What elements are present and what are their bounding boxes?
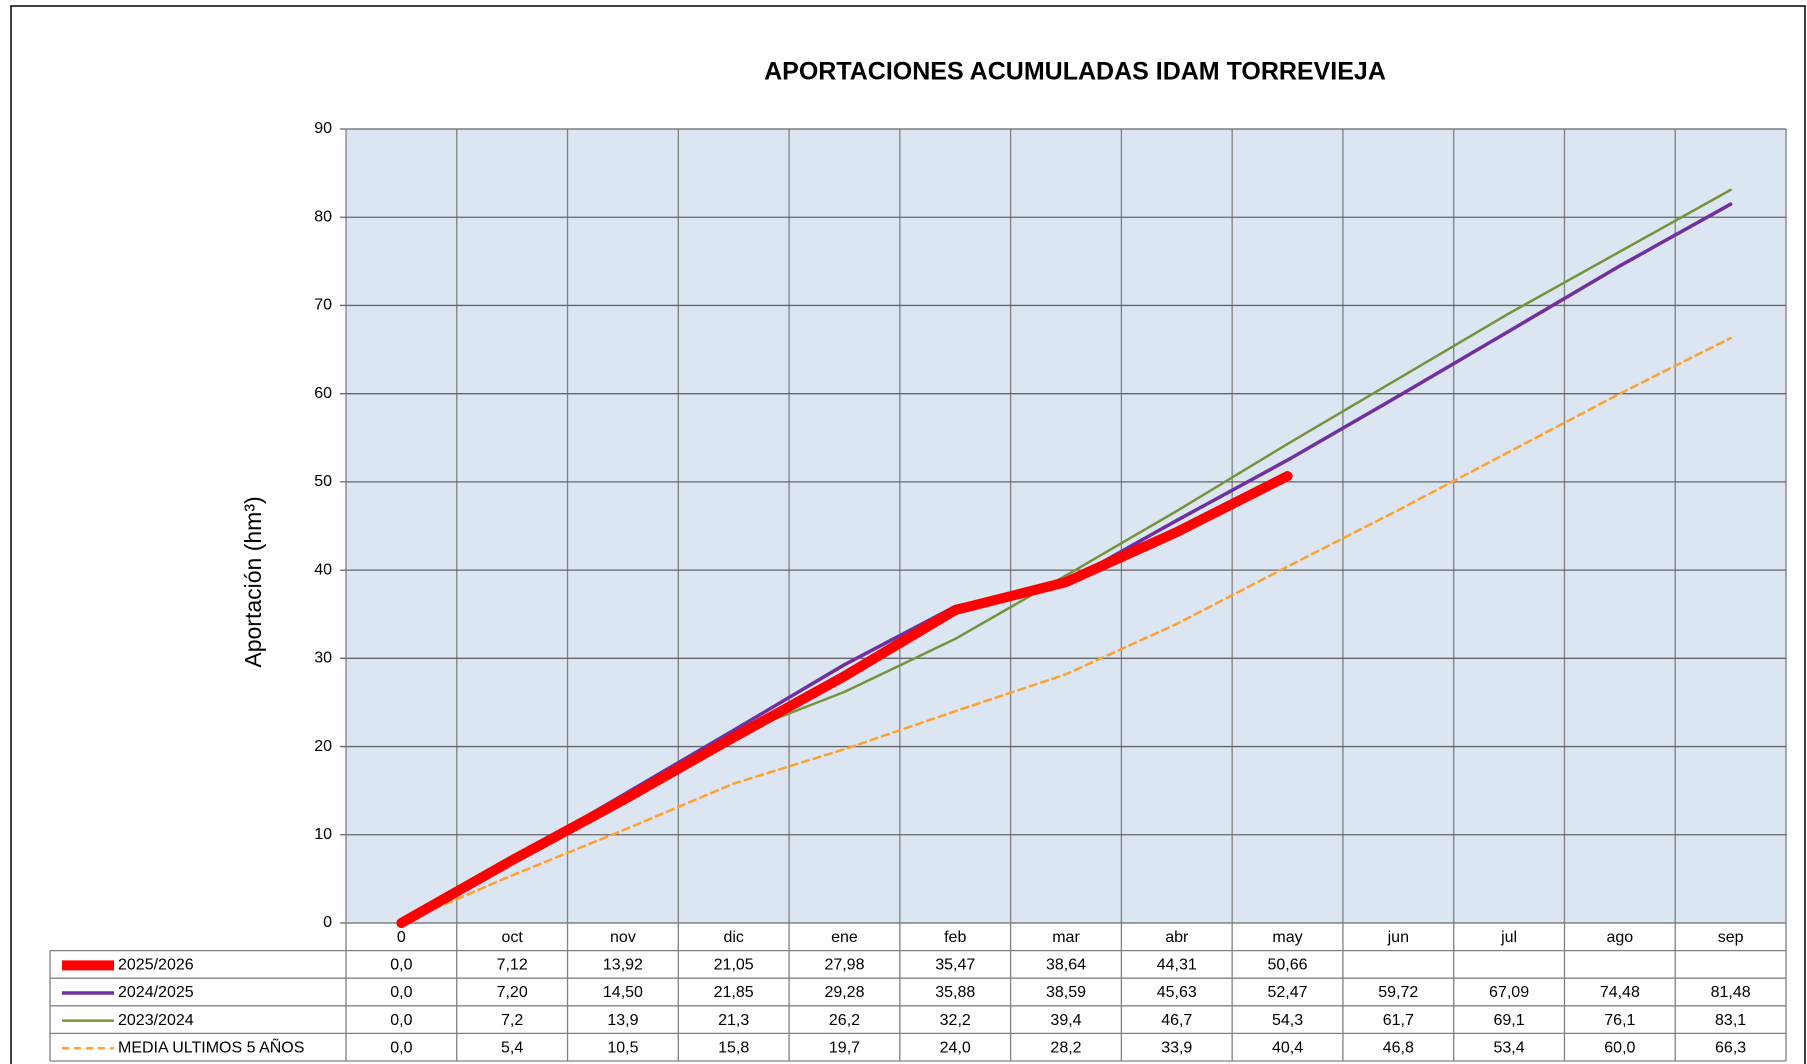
data-label: 0,0 [390, 984, 412, 1001]
x-tick-label: jun [1387, 929, 1409, 946]
data-label: 38,64 [1046, 957, 1086, 974]
data-label: 53,4 [1494, 1039, 1525, 1056]
data-label: 67,09 [1489, 984, 1529, 1001]
x-tick-label: ago [1606, 929, 1633, 946]
x-tick-label: may [1272, 929, 1302, 946]
data-label: 5,4 [501, 1039, 523, 1056]
x-tick-label: dic [723, 929, 743, 946]
data-label: 29,28 [824, 984, 864, 1001]
legend-label: 2024/2025 [118, 984, 194, 1001]
data-label: 0,0 [390, 1012, 412, 1029]
data-label: 83,1 [1715, 1012, 1746, 1029]
data-label: 21,85 [714, 984, 754, 1001]
x-tick-label: sep [1718, 929, 1744, 946]
series-line [400, 336, 1732, 925]
x-tick-label: nov [610, 929, 636, 946]
x-tick-label: mar [1052, 929, 1080, 946]
data-label: 52,47 [1268, 984, 1308, 1001]
data-label: 81,48 [1711, 984, 1751, 1001]
data-label: 35,88 [935, 984, 975, 1001]
data-label: 46,8 [1383, 1039, 1414, 1056]
data-label: 66,3 [1715, 1039, 1746, 1056]
x-tick-label: jul [1500, 929, 1517, 946]
chart-title: APORTACIONES ACUMULADAS IDAM TORREVIEJA [764, 58, 1386, 86]
series-line [396, 471, 1293, 928]
legend-label: 2025/2026 [118, 957, 194, 974]
data-label: 46,7 [1161, 1012, 1192, 1029]
data-label: 50,66 [1268, 957, 1308, 974]
y-tick-label: 10 [314, 826, 332, 843]
y-tick-label: 50 [314, 473, 332, 490]
y-tick-label: 80 [314, 208, 332, 225]
data-label: 27,98 [824, 957, 864, 974]
data-label: 35,47 [935, 957, 975, 974]
data-label: 32,2 [940, 1012, 971, 1029]
data-label: 39,4 [1050, 1012, 1081, 1029]
y-tick-label: 20 [314, 738, 332, 755]
data-label: 13,92 [603, 957, 643, 974]
data-label: 7,2 [501, 1012, 523, 1029]
x-tick-label: feb [944, 929, 966, 946]
data-label: 14,50 [603, 984, 643, 1001]
data-label: 24,0 [940, 1039, 971, 1056]
legend-label: MEDIA ULTIMOS 5 AÑOS [118, 1036, 304, 1056]
data-label: 21,3 [718, 1012, 749, 1029]
data-label: 7,12 [497, 957, 528, 974]
data-label: 33,9 [1161, 1039, 1192, 1056]
x-tick-label: abr [1165, 929, 1189, 946]
data-label: 7,20 [497, 984, 528, 1001]
data-label: 69,1 [1494, 1012, 1525, 1029]
data-label: 10,5 [607, 1039, 638, 1056]
data-label: 13,9 [607, 1012, 638, 1029]
data-label: 76,1 [1604, 1012, 1635, 1029]
y-tick-label: 0 [323, 914, 332, 931]
data-label: 59,72 [1378, 984, 1418, 1001]
data-label: 54,3 [1272, 1012, 1303, 1029]
y-tick-label: 90 [314, 120, 332, 137]
data-label: 28,2 [1050, 1039, 1081, 1056]
y-axis-label: Aportación (hm³) [240, 496, 266, 667]
x-tick-label: oct [501, 929, 523, 946]
data-label: 60,0 [1604, 1039, 1635, 1056]
data-label: 61,7 [1383, 1012, 1414, 1029]
data-label: 0,0 [390, 957, 412, 974]
data-label: 26,2 [829, 1012, 860, 1029]
data-label: 45,63 [1157, 984, 1197, 1001]
x-tick-label: ene [831, 929, 858, 946]
data-label: 74,48 [1600, 984, 1640, 1001]
y-tick-label: 30 [314, 650, 332, 667]
y-tick-label: 60 [314, 385, 332, 402]
data-label: 15,8 [718, 1039, 749, 1056]
data-label: 0,0 [390, 1039, 412, 1056]
legend-label: 2023/2024 [118, 1012, 194, 1029]
data-label: 21,05 [714, 957, 754, 974]
plot-area [346, 129, 1786, 923]
y-tick-label: 70 [314, 297, 332, 314]
y-tick-label: 40 [314, 561, 332, 578]
data-label: 44,31 [1157, 957, 1197, 974]
data-label: 38,59 [1046, 984, 1086, 1001]
x-tick-label: 0 [397, 929, 406, 946]
data-label: 40,4 [1272, 1039, 1303, 1056]
data-label: 19,7 [829, 1039, 860, 1056]
